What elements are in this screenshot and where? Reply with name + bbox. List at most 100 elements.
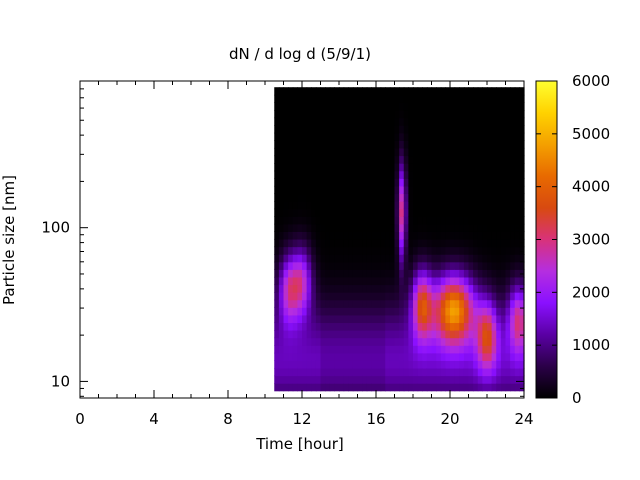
heatmap-cell: [496, 178, 502, 187]
heatmap-cell: [339, 125, 345, 134]
heatmap-cell: [514, 117, 520, 126]
heatmap-cell: [394, 117, 400, 126]
heatmap-cell: [473, 231, 479, 240]
heatmap-cell: [339, 155, 345, 164]
heatmap-cell: [329, 367, 335, 377]
heatmap-cell: [519, 269, 525, 278]
heatmap-cell: [440, 140, 446, 149]
heatmap-cell: [417, 102, 423, 111]
heatmap-cell: [334, 246, 340, 255]
heatmap-cell: [450, 140, 456, 149]
heatmap-cell: [426, 170, 433, 179]
heatmap-cell: [320, 299, 326, 308]
heatmap-cell: [408, 170, 414, 179]
heatmap-cell: [440, 375, 446, 384]
heatmap-cell: [302, 163, 308, 172]
heatmap-cell: [302, 155, 308, 164]
heatmap-cell: [297, 254, 303, 263]
heatmap-cell: [348, 367, 354, 377]
heatmap-cell: [450, 307, 456, 316]
heatmap-cell: [417, 322, 423, 331]
heatmap-cell: [376, 276, 382, 286]
heatmap-cell: [500, 231, 507, 240]
heatmap-cell: [436, 223, 442, 232]
heatmap-cell: [371, 155, 377, 164]
heatmap-cell: [468, 345, 474, 354]
heatmap-cell: [408, 269, 414, 278]
heatmap-cell: [399, 163, 405, 172]
heatmap-cell: [500, 299, 507, 308]
heatmap-cell: [315, 102, 322, 111]
heatmap-cell: [491, 201, 497, 210]
heatmap-cell: [394, 330, 400, 339]
heatmap-cell: [394, 147, 400, 157]
heatmap-cell: [380, 216, 386, 225]
heatmap-cell: [422, 216, 428, 225]
heatmap-cell: [288, 185, 294, 195]
heatmap-cell: [320, 117, 326, 126]
heatmap-cell: [325, 330, 331, 339]
heatmap-cell: [422, 375, 428, 384]
heatmap-cell: [463, 94, 470, 103]
heatmap-cell: [366, 292, 372, 301]
heatmap-cell: [496, 223, 502, 232]
heatmap-cell: [376, 178, 382, 187]
heatmap-cell: [292, 178, 298, 187]
heatmap-cell: [445, 223, 451, 232]
heatmap-cell: [417, 231, 423, 240]
heatmap-cell: [514, 185, 520, 195]
heatmap-cell: [519, 314, 525, 324]
heatmap-cell: [463, 367, 470, 377]
heatmap-cell: [487, 292, 493, 301]
heatmap-cell: [380, 117, 386, 126]
heatmap-cell: [376, 238, 382, 248]
heatmap-cell: [394, 178, 400, 187]
heatmap-cell: [325, 352, 331, 361]
heatmap-cell: [436, 375, 442, 384]
heatmap-cell: [445, 132, 451, 141]
heatmap-cell: [385, 261, 391, 270]
heatmap-cell: [288, 292, 294, 301]
heatmap-cell: [422, 185, 428, 195]
heatmap-cell: [468, 276, 474, 286]
heatmap-cell: [357, 254, 363, 263]
heatmap-cell: [334, 117, 340, 126]
heatmap-cell: [500, 246, 507, 255]
heatmap-cell: [454, 163, 460, 172]
heatmap-cell: [394, 193, 400, 202]
heatmap-cell: [352, 125, 359, 134]
heatmap-cell: [450, 193, 456, 202]
heatmap-cell: [371, 307, 377, 316]
heatmap-cell: [325, 231, 331, 240]
heatmap-cell: [477, 193, 483, 202]
heatmap-cell: [422, 352, 428, 361]
heatmap-cell: [320, 246, 326, 255]
heatmap-cell: [413, 140, 419, 149]
heatmap-cell: [422, 208, 428, 217]
heatmap-cell: [371, 109, 377, 119]
heatmap-cell: [339, 163, 345, 172]
heatmap-cell: [450, 284, 456, 293]
heatmap-cell: [362, 367, 368, 377]
heatmap-cell: [422, 383, 428, 392]
heatmap-cell: [505, 125, 511, 134]
heatmap-cell: [366, 185, 372, 195]
heatmap-cell: [500, 163, 507, 172]
heatmap-cell: [413, 201, 419, 210]
heatmap-cell: [288, 132, 294, 141]
heatmap-cell: [339, 185, 345, 195]
heatmap-cell: [292, 185, 298, 195]
heatmap-cell: [311, 231, 317, 240]
heatmap-cell: [302, 284, 308, 293]
heatmap-cell: [436, 261, 442, 270]
heatmap-cell: [362, 117, 368, 126]
heatmap-cell: [445, 94, 451, 103]
heatmap-cell: [473, 163, 479, 172]
heatmap-cell: [413, 147, 419, 157]
heatmap-cell: [413, 87, 419, 96]
heatmap-cell: [348, 314, 354, 324]
heatmap-cell: [339, 132, 345, 141]
heatmap-cell: [325, 216, 331, 225]
heatmap-cell: [463, 216, 470, 225]
heatmap-cell: [311, 178, 317, 187]
